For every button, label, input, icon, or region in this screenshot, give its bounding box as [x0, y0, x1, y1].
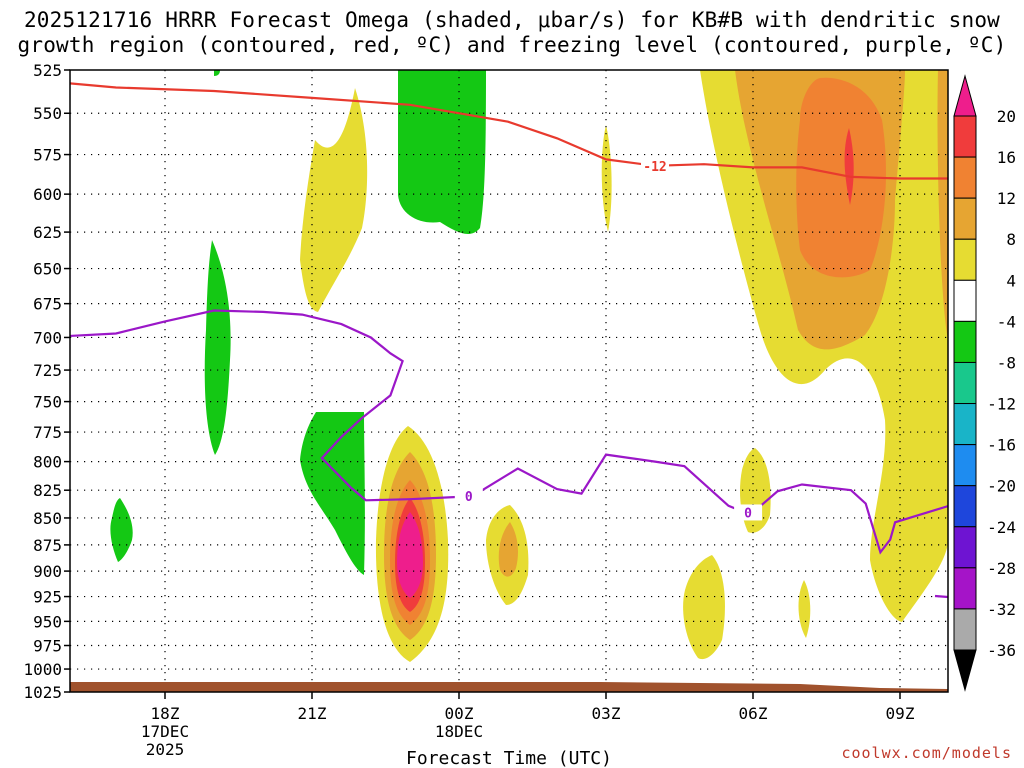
colorbar-bin [953, 567, 977, 610]
y-tick-label: 875 [33, 536, 62, 555]
y-tick-label: 950 [33, 612, 62, 631]
y-tick-label: 975 [33, 637, 62, 656]
colorbar-bin [953, 361, 977, 405]
freezing-level-label-00z: 0 [465, 490, 473, 505]
terrain [70, 682, 948, 692]
colorbar-bin [953, 320, 977, 363]
plot-frame [69, 69, 949, 693]
y-tick-label: 625 [33, 223, 62, 242]
y-tick-label: 675 [33, 295, 62, 314]
omega-region-tiny [214, 70, 220, 76]
omega-region-tower-20 [397, 512, 423, 598]
y-tick-label: 1025 [23, 683, 62, 702]
colorbar-bin [953, 279, 977, 322]
colorbar-label: -16 [987, 436, 1016, 455]
x-tick-date: 17DEC [141, 722, 189, 741]
y-tick-label: 775 [33, 423, 62, 442]
omega-region-07z [798, 580, 811, 638]
omega-shading [110, 70, 948, 662]
y-tick-label: 550 [33, 104, 62, 123]
colorbar-bin [953, 238, 977, 281]
omega-region-03z-sliver [601, 125, 612, 232]
omega-region-upper-right-12 [796, 77, 886, 278]
y-tick-label: 925 [33, 588, 62, 607]
colorbar-bin [953, 608, 977, 651]
y-tick-label: 850 [33, 509, 62, 528]
omega-region-descent-left-small [110, 498, 133, 562]
omega-region-descent-lower [300, 412, 365, 575]
y-tick-label: 575 [33, 146, 62, 165]
colorbar-bin [953, 197, 977, 240]
colorbar-bin [953, 115, 977, 158]
x-tick-label: 21Z [298, 704, 327, 723]
y-tick-label: 650 [33, 260, 62, 279]
omega-region-right-edge-8 [937, 70, 948, 340]
omega-region-01z-8 [498, 522, 518, 577]
y-tick-label: 725 [33, 361, 62, 380]
x-tick-label: 06Z [739, 704, 768, 723]
terrain-surface [70, 682, 948, 692]
colorbar-label: -28 [987, 559, 1016, 578]
omega-region-upper-left-4 [300, 88, 368, 312]
colorbar-bin [953, 526, 977, 569]
dgz-contour-label: -12 [643, 160, 666, 175]
omega-region-05z [683, 555, 725, 660]
x-tick-label: 00Z [445, 704, 474, 723]
colorbar-bin [953, 444, 977, 487]
y-tick-label: 600 [33, 185, 62, 204]
colorbar-top-arrow [953, 74, 977, 117]
freezing-level-label-00z-bg [454, 487, 483, 504]
colorbar-bin [953, 156, 977, 199]
chart-title-line-1: 2025121716 HRRR Forecast Omega (shaded, … [23, 8, 1001, 32]
y-tick-label: 700 [33, 328, 62, 347]
y-tick-label: 800 [33, 453, 62, 472]
colorbar-label: 12 [997, 189, 1016, 208]
colorbar-label: -36 [987, 641, 1016, 660]
y-tick-label: 750 [33, 393, 62, 412]
colorbar-label: 4 [1006, 271, 1016, 290]
x-tick-label: 03Z [592, 704, 621, 723]
source-credit: coolwx.com/models [841, 744, 1012, 762]
dgz-contour-line [70, 82, 948, 180]
colorbar-bin [953, 485, 977, 528]
freezing-level-label-06z-bg [734, 504, 763, 521]
colorbar-label: -4 [997, 312, 1016, 331]
colorbar-label: -20 [987, 477, 1016, 496]
y-tick-label: 525 [33, 61, 62, 80]
plot-border [69, 69, 949, 693]
colorbar-bottom-arrow [953, 649, 977, 692]
omega-region-descent-left-column [204, 240, 231, 455]
colorbar-label: -12 [987, 395, 1016, 414]
omega-region-descent-upper [398, 70, 486, 235]
y-tick-label: 900 [33, 562, 62, 581]
colorbar-label: -24 [987, 518, 1016, 537]
y-tick-label: 1000 [23, 660, 62, 679]
y-tick-label: 825 [33, 481, 62, 500]
contour-lines: -12 0 0 [70, 82, 948, 599]
chart-title-line-2: growth region (contoured, red, ºC) and f… [17, 33, 1007, 57]
x-tick-date: 18DEC [435, 722, 483, 741]
y-axis: 525 550 575 600 625 650 675 700 725 750 775 800 825 8… [23, 61, 70, 702]
freezing-level-label-06z: 0 [744, 506, 752, 521]
x-axis-label: Forecast Time (UTC) [406, 748, 612, 768]
colorbar-label: -32 [987, 600, 1016, 619]
x-tick-year: 2025 [146, 740, 185, 759]
colorbar-label: 8 [1006, 230, 1016, 249]
colorbar-bin [953, 403, 977, 446]
colorbar: 20 16 12 8 4 -4 -8 -12 -16 -20 -24 -28 -32 -36 [953, 74, 1016, 692]
dgz-contour-label-bg [641, 157, 669, 174]
colorbar-label: 16 [997, 148, 1016, 167]
colorbar-label: 20 [997, 107, 1016, 126]
omega-region-upper-right-16 [844, 128, 854, 205]
x-tick-label: 18Z [151, 704, 180, 723]
x-tick-label: 09Z [886, 704, 915, 723]
plot-grid [70, 70, 948, 692]
colorbar-label: -8 [997, 353, 1016, 372]
freezing-level-fragment [934, 594, 948, 599]
